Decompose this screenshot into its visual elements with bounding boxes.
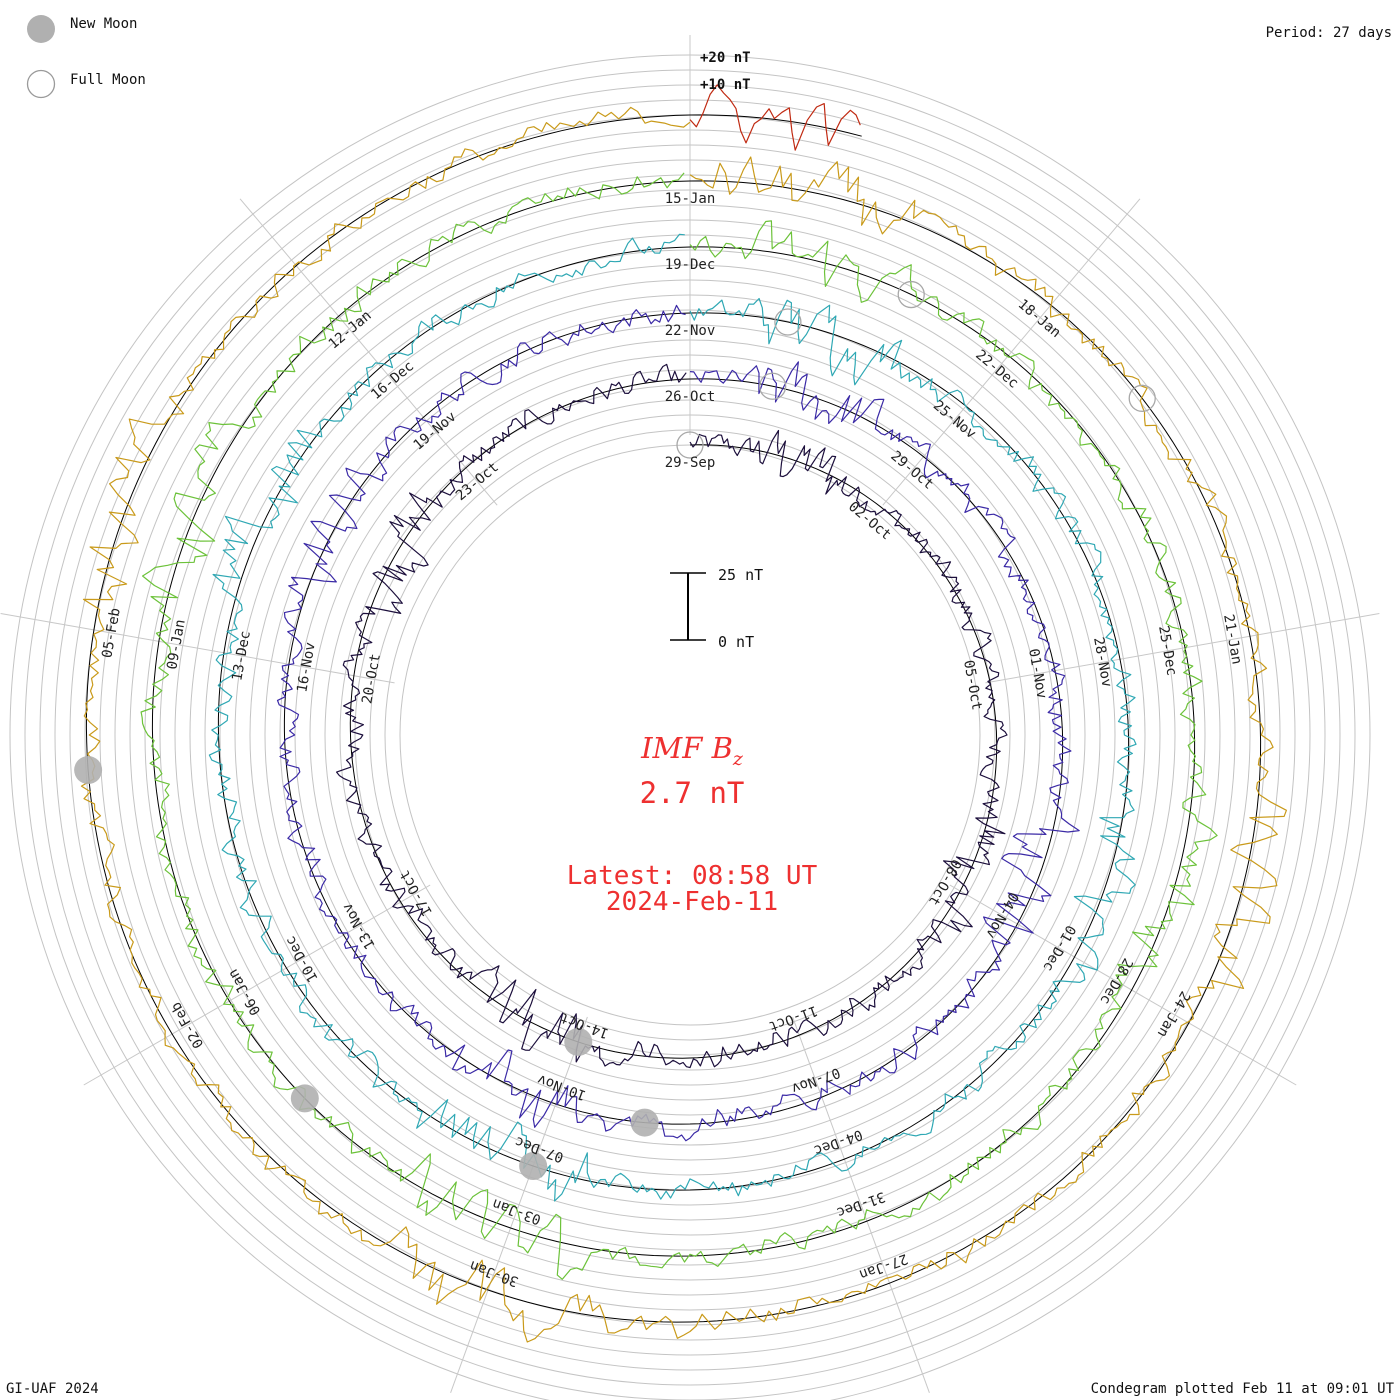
- grid-spoke: [949, 884, 1297, 1086]
- date-label: 02-Oct: [845, 499, 894, 544]
- date-label: 10-Nov: [535, 1071, 588, 1103]
- grid-spoke: [83, 884, 431, 1086]
- full-moon-icon: [26, 69, 56, 99]
- date-label: 25-Dec: [1155, 624, 1180, 677]
- legend-new-moon: New Moon: [70, 16, 137, 32]
- date-label: 13-Dec: [229, 630, 254, 683]
- date-label: 19-Dec: [665, 257, 716, 273]
- date-label: 24-Jan: [1154, 988, 1193, 1040]
- current-value: 2.7 nT: [640, 776, 745, 810]
- scale-bar-bottom: 0 nT: [718, 633, 754, 651]
- date-label: 29-Sep: [665, 455, 716, 471]
- date-label: 18-Jan: [1015, 296, 1064, 341]
- date-label: 05-Oct: [960, 659, 985, 712]
- grid-spoke: [0, 612, 395, 684]
- moon-markers: [74, 280, 1156, 1181]
- grid-spoke: [239, 198, 498, 506]
- date-label: 15-Jan: [665, 191, 716, 207]
- bz-trace-rotation-3: [140, 172, 1218, 1280]
- baseline-spiral: [217, 246, 1130, 1191]
- date-label: 04-Dec: [812, 1126, 865, 1158]
- full-moon-marker: [1128, 384, 1156, 412]
- date-label: 16-Nov: [294, 641, 319, 694]
- latest-time: Latest: 08:58 UT: [567, 861, 818, 891]
- date-label: 22-Nov: [665, 323, 716, 339]
- footer-plot-time: Condegram plotted Feb 11 at 09:01 UT: [1091, 1381, 1395, 1397]
- grid-spoke: [882, 198, 1141, 506]
- scale-plus10: +10 nT: [700, 77, 751, 93]
- full-moon-marker: [774, 308, 802, 336]
- baseline-spiral: [349, 378, 998, 1059]
- legend-full-moon: Full Moon: [70, 72, 146, 88]
- new-moon-icon: [27, 15, 55, 43]
- new-moon-marker: [630, 1108, 659, 1137]
- date-label: 13-Nov: [340, 900, 379, 952]
- grid-spoke: [985, 612, 1380, 684]
- date-label: 03-Jan: [490, 1195, 543, 1227]
- date-label: 21-Jan: [1220, 613, 1245, 666]
- date-label: 06-Jan: [225, 966, 264, 1018]
- grid-spoke: [792, 1016, 930, 1393]
- date-label: 28-Dec: [1096, 955, 1135, 1007]
- date-label: 08-Oct: [925, 856, 964, 908]
- date-label: 31-Dec: [834, 1188, 887, 1220]
- new-moon-marker: [564, 1027, 593, 1056]
- chart-title: IMF Bz: [640, 731, 744, 770]
- date-label: 10-Dec: [282, 933, 321, 985]
- latest-date: 2024-Feb-11: [606, 887, 778, 917]
- scale-plus20: +20 nT: [700, 50, 751, 66]
- full-moon-marker: [759, 372, 787, 400]
- date-label: 26-Oct: [665, 389, 716, 405]
- scale-bar: [670, 572, 706, 641]
- date-label: 01-Dec: [1039, 922, 1078, 974]
- full-moon-marker: [676, 431, 704, 459]
- date-label: 04-Nov: [982, 889, 1021, 941]
- baseline-spiral: [85, 114, 1262, 1323]
- date-label: 02-Feb: [168, 999, 207, 1051]
- bz-trace-rotation-5: [689, 84, 861, 151]
- bz-trace-rotation-2: [208, 233, 1137, 1202]
- scale-bar-top: 25 nT: [718, 566, 763, 584]
- baseline-spiral: [283, 312, 1064, 1125]
- baseline-spiral: [151, 180, 1196, 1257]
- condegram-grid: [0, 35, 1380, 1400]
- date-label: 09-Jan: [164, 618, 189, 671]
- footer-credit: GI-UAF 2024: [6, 1381, 99, 1397]
- new-moon-marker: [519, 1152, 548, 1181]
- date-label: 05-Feb: [99, 607, 124, 660]
- bz-traces: [80, 84, 1287, 1343]
- grid-spoke: [450, 1016, 588, 1393]
- baseline-spiral: [689, 114, 862, 137]
- new-moon-marker: [74, 756, 103, 785]
- new-moon-marker: [290, 1084, 319, 1113]
- bz-trace-rotation-0: [336, 363, 1008, 1069]
- bz-trace-rotation-1: [276, 304, 1080, 1142]
- period-label: Period: 27 days: [1266, 25, 1392, 41]
- bz-trace-rotation-4: [80, 106, 1287, 1343]
- full-moon-marker: [897, 280, 925, 309]
